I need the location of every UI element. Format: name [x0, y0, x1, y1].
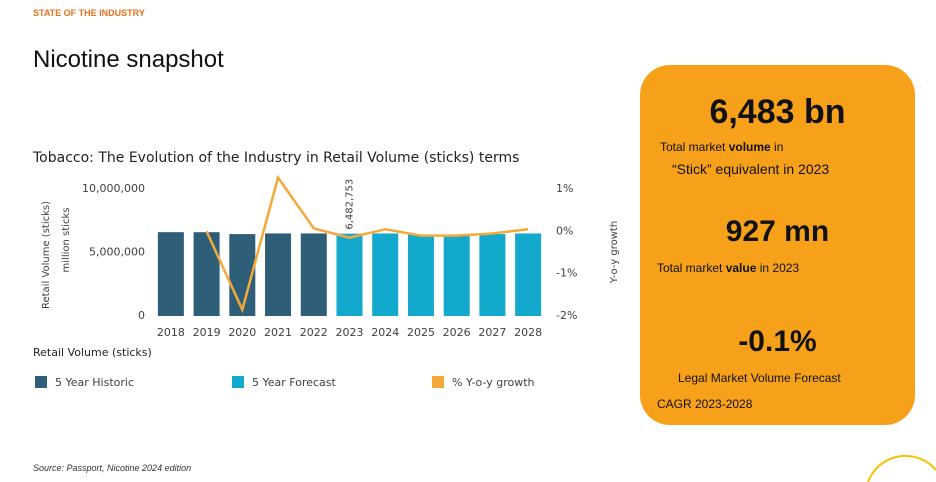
x-axis-label: Retail Volume (sticks) — [33, 346, 152, 359]
bar — [443, 234, 470, 316]
x-tick-label: 2023 — [336, 326, 364, 339]
cagr-note: Legal Market Volume Forecast — [678, 371, 841, 385]
text: Total market — [657, 261, 726, 275]
decoration — [867, 454, 936, 482]
y2-tick-label: -2% — [556, 309, 577, 322]
y2-axis-label: Y-o-y growth — [609, 221, 620, 284]
legend-swatch — [232, 376, 244, 388]
y-tick-label: 10,000,000 — [82, 182, 145, 195]
legend-label: 5 Year Forecast — [252, 376, 337, 389]
chart-title: Tobacco: The Evolution of the Industry i… — [32, 150, 519, 166]
text: volume — [728, 140, 771, 154]
y2-tick-label: -1% — [556, 267, 577, 280]
header: STATE OF THE INDUSTRY — [33, 8, 145, 18]
x-tick-label: 2020 — [228, 326, 256, 339]
volume: 6,483 bn — [709, 93, 846, 131]
volume-note: Total market volume in — [660, 140, 783, 154]
y2-tick-label: 0% — [556, 224, 573, 237]
text: in — [770, 140, 784, 154]
bar — [157, 232, 184, 316]
x-tick-label: 2028 — [514, 326, 542, 339]
page-title: Nicotine snapshot — [33, 46, 224, 73]
text: in 2023 — [756, 261, 800, 275]
y-tick-label: 0 — [138, 309, 145, 322]
x-tick-label: 2025 — [407, 326, 435, 339]
value-label: 6,482,753 — [345, 179, 356, 230]
summary-card: 6,483 bn Total market volume in “Stick” … — [640, 65, 915, 425]
bar — [336, 233, 363, 316]
legend-label: % Y-o-y growth — [452, 376, 535, 389]
y2-tick-label: 1% — [556, 182, 573, 195]
volume-note-2: “Stick” equivalent in 2023 — [672, 161, 830, 177]
x-tick-label: 2022 — [300, 326, 328, 339]
line — [205, 174, 529, 314]
x-tick-label: 2027 — [478, 326, 506, 339]
value: 927 mn — [725, 215, 830, 248]
bar — [300, 233, 327, 316]
y-tick-label: 5,000,000 — [89, 246, 145, 259]
y-axis-label: Retail Volume (sticks) — [41, 201, 52, 309]
x-tick-label: 2018 — [157, 326, 185, 339]
legend-swatch — [432, 376, 444, 388]
x-tick-label: 2021 — [264, 326, 292, 339]
bar — [265, 233, 292, 316]
bar — [407, 234, 434, 316]
x-tick-label: 2019 — [193, 326, 221, 339]
x-tick-label: 2026 — [443, 326, 471, 339]
bar — [193, 232, 220, 316]
cagr: -0.1% — [738, 325, 817, 358]
text: Total market — [660, 140, 729, 154]
bar — [372, 233, 399, 316]
legend-swatch — [35, 376, 47, 388]
bar — [479, 234, 506, 316]
legend-label: 5 Year Historic — [55, 376, 134, 389]
bar — [515, 233, 542, 316]
cagr-note-2: CAGR 2023-2028 — [657, 397, 753, 411]
y-axis-sublabel: million sticks — [61, 208, 72, 273]
x-tick-label: 2024 — [371, 326, 399, 339]
source: Source: Passport, Nicotine 2024 edition — [33, 463, 192, 473]
value-note: Total market value in 2023 — [657, 261, 799, 275]
text: value — [725, 261, 757, 275]
